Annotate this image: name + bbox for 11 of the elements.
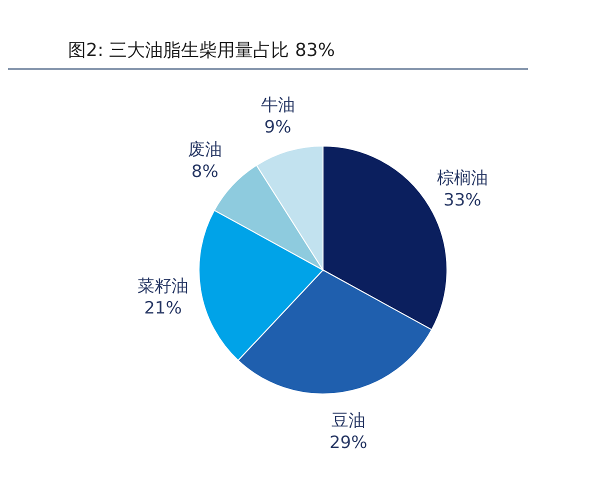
data-label: 33% xyxy=(444,190,482,211)
slice-label: 菜籽油 xyxy=(137,276,188,296)
data-label: 8% xyxy=(191,162,218,182)
slice-label: 废油 xyxy=(188,140,222,160)
slice-label: 豆油 xyxy=(331,411,366,432)
slice-label: 牛油 xyxy=(260,95,295,116)
data-label: 9% xyxy=(264,117,292,138)
slice-label: 棕榈油 xyxy=(436,168,488,189)
chart-title: 图2: 三大油脂生柴用量占比 83% xyxy=(8,8,528,70)
data-label: 29% xyxy=(329,433,368,454)
data-label: 21% xyxy=(144,298,182,318)
